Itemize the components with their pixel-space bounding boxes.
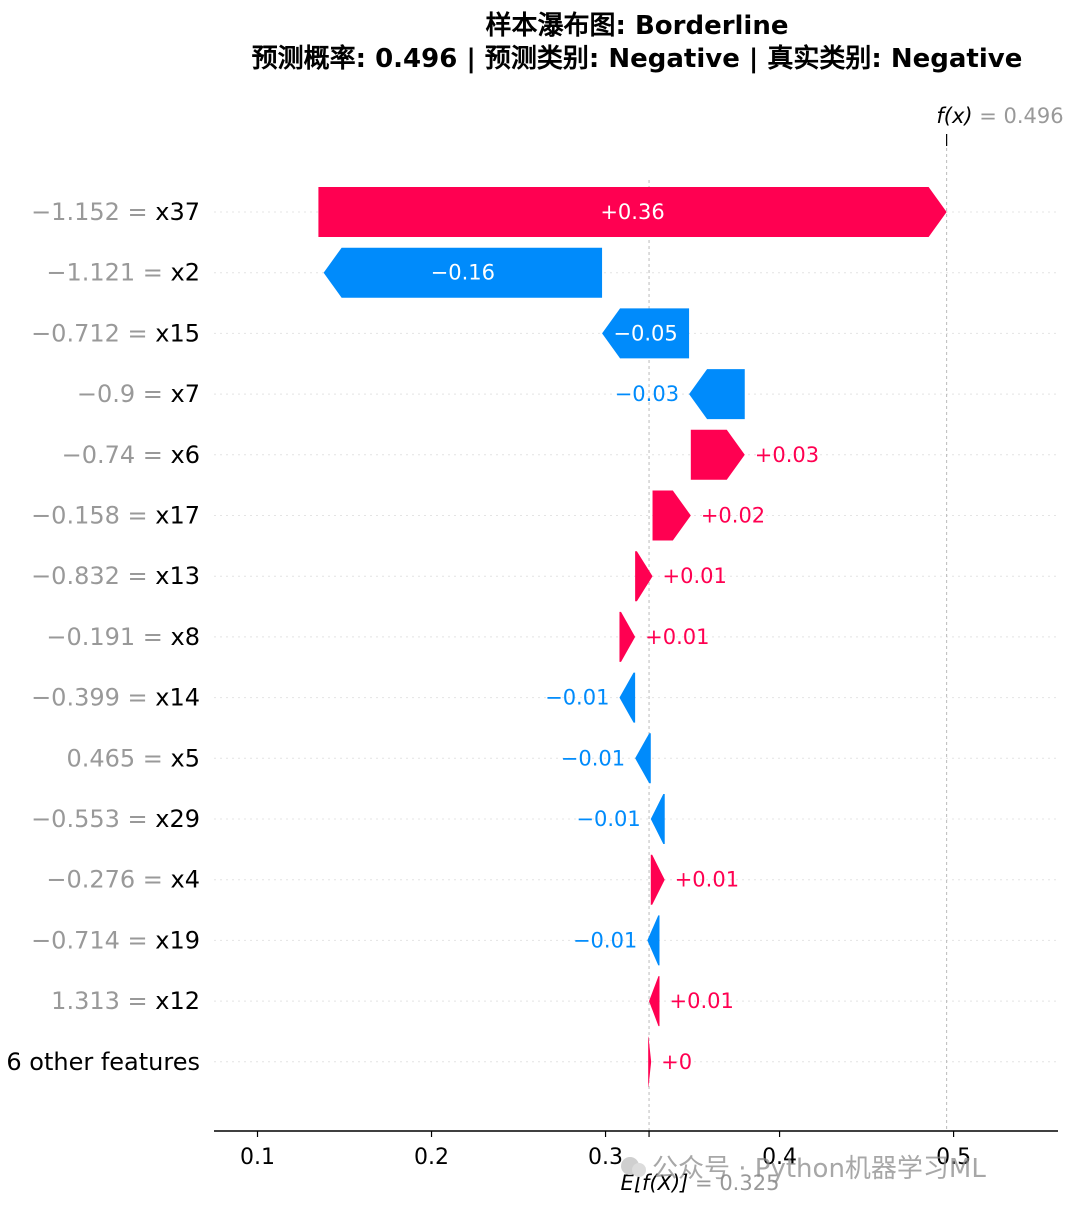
bar-x4 (650, 854, 665, 905)
ef-symbol: E[f(X)] (621, 1171, 696, 1195)
bar-x2 (323, 247, 603, 298)
bar-x29 (650, 794, 665, 844)
bar-x7 (689, 369, 745, 420)
bar-label: +0.01 (663, 564, 727, 588)
feature-name: x6 (171, 441, 200, 469)
bar-x12 (649, 976, 660, 1027)
x-tick-label: 0.2 (414, 1145, 449, 1170)
bar-label: +0.01 (675, 868, 739, 892)
feature-value: −0.399 = (31, 684, 155, 712)
feature-value: −0.158 = (31, 502, 155, 530)
feature-name: x15 (155, 319, 200, 347)
watermark: 公众号 · Python机器学习ML (621, 1154, 986, 1184)
feature-label: −0.9 = x7 (77, 380, 200, 408)
feature-name: x5 (171, 744, 200, 772)
feature-value: −1.121 = (46, 259, 170, 287)
bar-label: −0.01 (573, 928, 637, 952)
feature-label: −0.158 = x17 (31, 502, 200, 530)
bar-6-other-features (648, 1036, 652, 1087)
feature-name: x13 (155, 562, 200, 590)
feature-value: 0.465 = (66, 744, 170, 772)
feature-label: −0.74 = x6 (62, 441, 200, 469)
chart-title: 样本瀑布图: Borderline (486, 10, 789, 41)
x-tick-label: 0.4 (762, 1145, 797, 1170)
bar-label: −0.01 (545, 686, 609, 710)
feature-name: x37 (155, 198, 200, 226)
fx-value: = 0.496 (979, 104, 1063, 128)
feature-label: −0.191 = x8 (46, 623, 200, 651)
feature-label: −1.152 = x37 (31, 198, 200, 226)
feature-name: x2 (171, 259, 200, 287)
output-value-label: f(x) = 0.496 (936, 104, 1063, 128)
watermark-text: 公众号 · Python机器学习ML (652, 1154, 986, 1184)
feature-label: 0.465 = x5 (66, 744, 200, 772)
feature-labels: −1.152 = x37 −1.121 = x2 −0.712 = x15 −0.9 … (6, 198, 200, 1076)
bar-x8 (619, 611, 636, 662)
feature-value: −0.74 = (62, 441, 171, 469)
bar-x14 (619, 672, 636, 723)
bar-label: +0.01 (645, 625, 709, 649)
feature-value: −0.832 = (31, 562, 155, 590)
feature-value: −0.714 = (31, 926, 155, 954)
feature-value: −0.276 = (46, 866, 170, 894)
feature-label: 6 other features (6, 1048, 200, 1076)
bar-label: −0.16 (431, 261, 495, 285)
x-tick-label: 0.1 (240, 1145, 275, 1170)
feature-name: x14 (155, 684, 200, 712)
bar-label: −0.01 (576, 807, 640, 831)
bar-label: −0.01 (561, 746, 625, 770)
feature-name: x12 (155, 987, 200, 1015)
feature-name: x19 (155, 926, 200, 954)
bar-x6 (690, 429, 745, 480)
bar-label: −0.05 (613, 321, 677, 345)
feature-value: −0.191 = (46, 623, 170, 651)
bar-label: +0 (661, 1050, 692, 1074)
x-axis: 0.1 0.2 0.3 0.4 0.5 (214, 1130, 1058, 1170)
base-value-label: E[f(X)] = 0.325 (621, 1171, 780, 1195)
feature-label: −0.399 = x14 (31, 684, 200, 712)
feature-value: −1.152 = (31, 198, 155, 226)
feature-label: −0.832 = x13 (31, 562, 200, 590)
bar-x19 (647, 915, 660, 966)
feature-value: 1.313 = (51, 987, 155, 1015)
feature-name: x7 (171, 380, 200, 408)
feature-label: −0.553 = x29 (31, 805, 200, 833)
wechat-icon-bubble (632, 1163, 646, 1177)
feature-name: x4 (171, 866, 200, 894)
bar-label: +0.36 (600, 200, 664, 224)
bar-label: +0.01 (669, 989, 733, 1013)
bar-x13 (635, 551, 653, 602)
x-tick-label: 0.3 (588, 1145, 623, 1170)
feature-label: −0.276 = x4 (46, 866, 200, 894)
bar-label: +0.02 (701, 504, 765, 528)
x-tick-label: 0.5 (936, 1145, 971, 1170)
feature-value: −0.712 = (31, 319, 155, 347)
bar-x5 (635, 733, 651, 784)
feature-value: −0.9 = (77, 380, 171, 408)
bar-x17 (652, 490, 691, 541)
chart-subtitle: 预测概率: 0.496 | 预测类别: Negative | 真实类别: Neg… (252, 43, 1023, 74)
feature-name: 6 other features (6, 1048, 200, 1076)
feature-name: x17 (155, 502, 200, 530)
bar-label: −0.03 (615, 382, 679, 406)
feature-label: −1.121 = x2 (46, 259, 200, 287)
bar-x15 (602, 308, 690, 359)
fx-symbol: f(x) (936, 104, 979, 128)
feature-label: −0.714 = x19 (31, 926, 200, 954)
ef-value: = 0.325 (695, 1171, 779, 1195)
feature-name: x8 (171, 623, 200, 651)
feature-name: x29 (155, 805, 200, 833)
bar-x37 (318, 187, 947, 237)
bar-label: +0.03 (755, 443, 819, 467)
feature-label: 1.313 = x12 (51, 987, 200, 1015)
bars: +0.36 −0.16 −0.05 −0.03 +0.03 +0.02 +0.01 +0.01… (318, 187, 947, 1087)
feature-label: −0.712 = x15 (31, 319, 200, 347)
feature-value: −0.553 = (31, 805, 155, 833)
